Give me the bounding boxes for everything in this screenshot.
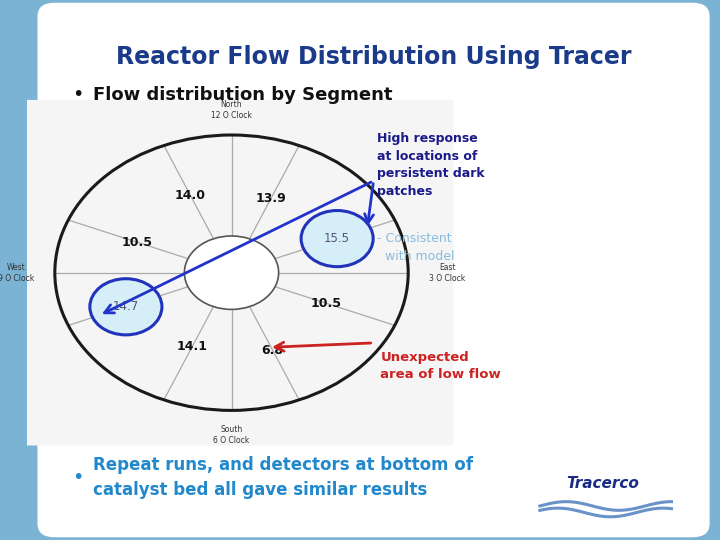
Text: •: •: [72, 85, 84, 104]
Text: 13.9: 13.9: [256, 192, 286, 205]
Text: 10.5: 10.5: [121, 235, 152, 248]
Text: 6.8: 6.8: [261, 343, 284, 356]
Text: Repeat runs, and detectors at bottom of
catalyst bed all gave similar results: Repeat runs, and detectors at bottom of …: [93, 456, 473, 500]
Circle shape: [301, 211, 373, 267]
Text: Flow distribution by Segment: Flow distribution by Segment: [93, 85, 392, 104]
Text: South
6 O Clock: South 6 O Clock: [213, 425, 250, 446]
Text: Tracerco: Tracerco: [566, 476, 639, 491]
Text: 14.0: 14.0: [175, 189, 206, 202]
Text: North
12 O Clock: North 12 O Clock: [211, 100, 252, 120]
Text: Reactor Flow Distribution Using Tracer: Reactor Flow Distribution Using Tracer: [116, 45, 631, 69]
Text: East
3 O Clock: East 3 O Clock: [429, 262, 465, 283]
Text: High response
at locations of
persistent dark
patches: High response at locations of persistent…: [377, 132, 485, 198]
Text: •: •: [72, 468, 84, 488]
Text: 10.5: 10.5: [311, 297, 342, 310]
Text: West
9 O Clock: West 9 O Clock: [0, 262, 34, 283]
FancyBboxPatch shape: [529, 462, 675, 521]
Circle shape: [184, 236, 279, 309]
FancyBboxPatch shape: [10, 100, 453, 446]
Circle shape: [90, 279, 162, 335]
Text: - Consistent
  with model: - Consistent with model: [377, 232, 454, 262]
Text: 14.1: 14.1: [177, 340, 208, 353]
Text: 15.5: 15.5: [324, 232, 350, 245]
Text: Unexpected
area of low flow: Unexpected area of low flow: [380, 351, 501, 381]
FancyBboxPatch shape: [37, 3, 710, 537]
Text: 14.7: 14.7: [113, 300, 139, 313]
